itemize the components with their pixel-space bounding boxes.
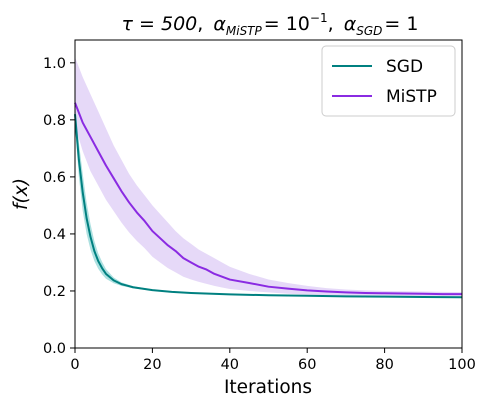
confidence-bands <box>75 57 462 298</box>
legend: SGD MiSTP <box>321 45 456 117</box>
title-alpha-sgd-sub: SGD <box>356 24 382 38</box>
title-sep-1: , <box>197 13 203 35</box>
x-tick-label: 100 <box>448 357 476 373</box>
title-alpha-sgd: α <box>344 13 357 35</box>
x-axis-label: Iterations <box>224 377 312 398</box>
y-tick-label: 0.8 <box>43 113 66 129</box>
title-alpha-sgd-value: = 1 <box>384 13 418 35</box>
series-lines <box>74 102 463 299</box>
line-sgd <box>74 114 463 299</box>
chart-title: τ = 500, αMiSTP = 10−1, αSGD = 1 <box>122 11 419 38</box>
band-sgd <box>75 102 462 298</box>
line-mistp <box>74 102 462 296</box>
y-tick-label: 0.4 <box>43 227 66 243</box>
legend-label-mistp: MiSTP <box>386 87 437 107</box>
legend-box <box>321 45 456 117</box>
plot-frame <box>74 39 463 349</box>
x-ticks: 0 20 40 60 80 100 <box>70 348 476 373</box>
y-ticks: 0.0 0.2 0.4 0.6 0.8 1.0 <box>43 56 75 357</box>
x-tick-label: 80 <box>375 357 393 373</box>
title-alpha-mistp-exp: −1 <box>310 11 328 25</box>
title-alpha-mistp-sub: MiSTP <box>226 24 263 38</box>
title-sep-2: , <box>328 13 334 35</box>
title-tau: τ = 500 <box>122 13 198 35</box>
legend-label-sgd: SGD <box>386 57 423 77</box>
x-tick-label: 40 <box>221 357 239 373</box>
x-tick-label: 60 <box>298 357 316 373</box>
y-axis-label: f(x) <box>11 178 32 210</box>
y-tick-label: 0.2 <box>43 284 66 300</box>
y-tick-label: 1.0 <box>43 56 66 72</box>
y-tick-label: 0.6 <box>43 170 66 186</box>
x-tick-label: 0 <box>70 357 79 373</box>
title-alpha-mistp: α <box>213 13 226 35</box>
band-mistp <box>75 57 462 297</box>
y-tick-label: 0.0 <box>43 341 66 357</box>
title-alpha-mistp-value: = 10 <box>264 13 310 35</box>
x-tick-label: 20 <box>143 357 161 373</box>
